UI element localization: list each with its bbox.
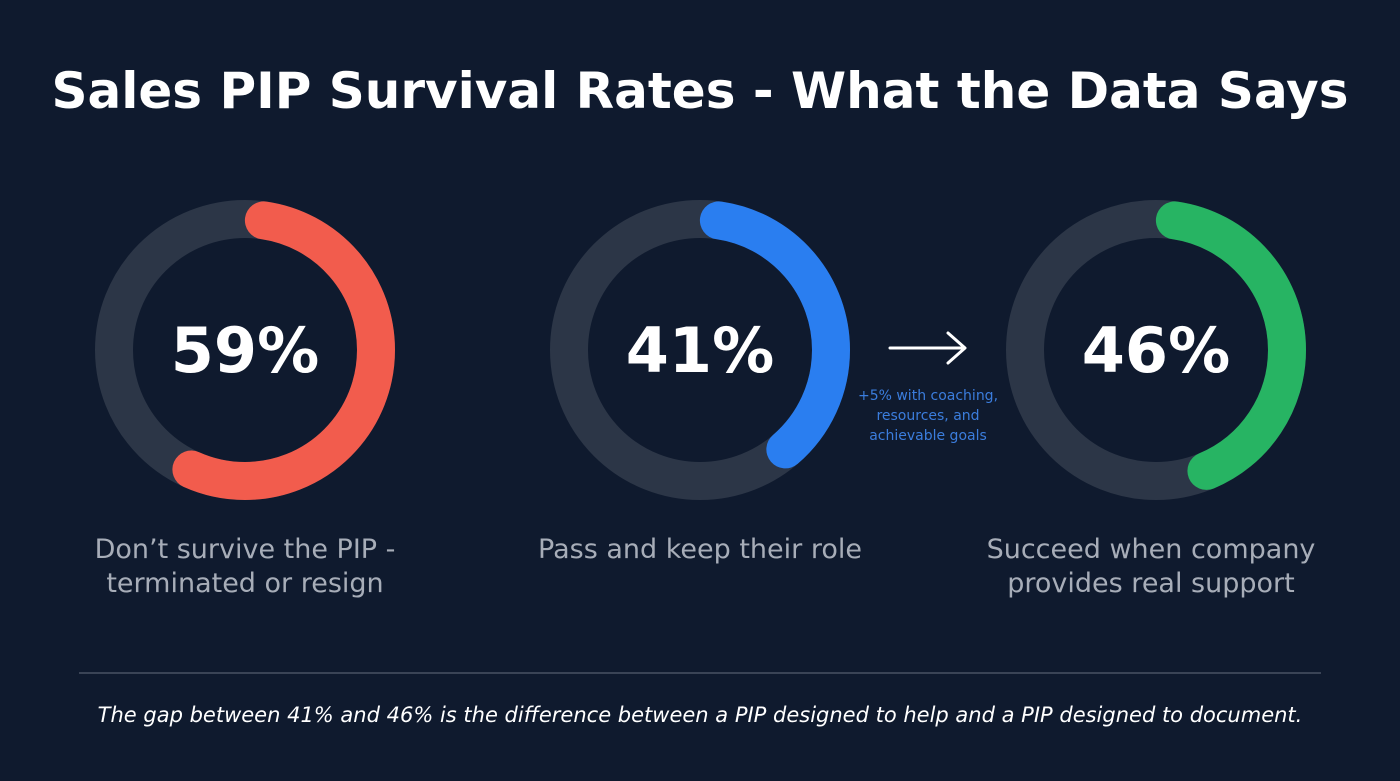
caption-line: Pass and keep their role [538, 534, 862, 565]
caption-supported: Succeed when company provides real suppo… [941, 533, 1361, 601]
donut-ring-terminated: 59% [95, 200, 395, 500]
donut-svg [1006, 200, 1306, 500]
ring-value: 59% [170, 313, 320, 387]
improvement-note: +5% with coaching, resources, and achiev… [838, 386, 1018, 446]
donut-svg [95, 200, 395, 500]
ring-value: 46% [1081, 313, 1231, 387]
chart-title: Sales PIP Survival Rates - What the Data… [51, 62, 1349, 120]
ring-value: 41% [625, 313, 775, 387]
caption-line: Don’t survive the PIP - [94, 534, 396, 565]
donut-svg [550, 200, 850, 500]
caption-line: Succeed when company [986, 534, 1316, 565]
caption-pass: Pass and keep their role [490, 533, 910, 567]
caption-terminated: Don’t survive the PIP - terminated or re… [35, 533, 455, 601]
divider [79, 672, 1321, 674]
donut-ring-pass: 41% [550, 200, 850, 500]
ring-arc [550, 200, 850, 500]
caption-line: terminated or resign [106, 568, 384, 599]
donut-ring-supported: 46% [1006, 200, 1306, 500]
ring-arc [1006, 200, 1306, 500]
arrow-right-icon [888, 331, 967, 365]
footer-note: The gap between 41% and 46% is the diffe… [97, 703, 1303, 727]
ring-arc [95, 200, 395, 500]
note-line: +5% with coaching, [857, 388, 999, 404]
note-line: resources, and [876, 408, 980, 424]
note-line: achievable goals [869, 428, 987, 444]
caption-line: provides real support [1007, 568, 1295, 599]
